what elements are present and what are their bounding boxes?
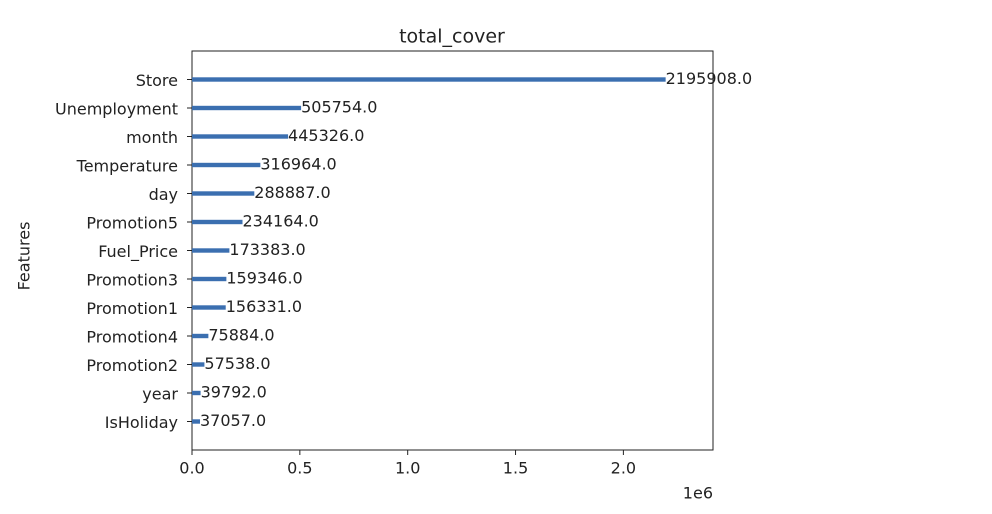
value-label: 445326.0	[288, 126, 364, 145]
x-tick-label: 1.0	[395, 459, 420, 478]
bar	[192, 333, 209, 339]
y-tick-label: Promotion1	[86, 299, 178, 318]
bar	[192, 362, 205, 367]
bar	[192, 248, 230, 253]
value-label: 234164.0	[243, 212, 319, 231]
chart-title: total_cover	[399, 26, 505, 48]
value-label: 39792.0	[201, 383, 267, 402]
bar	[192, 134, 289, 139]
bar	[192, 305, 226, 310]
y-tick-label: Fuel_Price	[98, 242, 178, 262]
value-label: 75884.0	[208, 326, 274, 345]
value-label: 316964.0	[260, 155, 336, 174]
bar	[192, 191, 255, 196]
bar	[192, 77, 666, 82]
bar	[192, 276, 227, 282]
y-tick-label: year	[142, 385, 178, 404]
y-tick-label: Store	[136, 71, 178, 90]
value-label: 2195908.0	[666, 69, 753, 88]
value-label: 37057.0	[200, 411, 266, 430]
value-label: 57538.0	[204, 354, 270, 373]
value-label: 156331.0	[226, 297, 302, 316]
x-tick-label: 1.5	[503, 459, 528, 478]
bar	[192, 419, 200, 424]
value-label: 173383.0	[229, 240, 305, 259]
y-tick-label: Promotion3	[86, 271, 178, 290]
value-label: 159346.0	[226, 269, 302, 288]
x-offset-label: 1e6	[683, 484, 713, 503]
y-tick-label: IsHoliday	[105, 413, 178, 432]
y-tick-label: Promotion2	[86, 356, 178, 375]
bar	[192, 390, 201, 396]
y-tick-label: Temperature	[76, 157, 178, 176]
y-tick-label: Promotion4	[86, 328, 178, 347]
x-tick-label: 0.0	[179, 459, 204, 478]
y-tick-label: Promotion5	[86, 214, 178, 233]
bar	[192, 219, 243, 225]
bar	[192, 105, 302, 111]
value-label: 505754.0	[301, 98, 377, 117]
x-tick-label: 0.5	[287, 459, 312, 478]
bar	[192, 162, 261, 168]
y-tick-label: Unemployment	[55, 100, 178, 119]
y-tick-label: month	[126, 128, 178, 147]
y-tick-label: day	[149, 185, 178, 204]
value-label: 288887.0	[254, 183, 330, 202]
y-axis-label: Features	[15, 222, 34, 291]
x-tick-label: 2.0	[611, 459, 636, 478]
